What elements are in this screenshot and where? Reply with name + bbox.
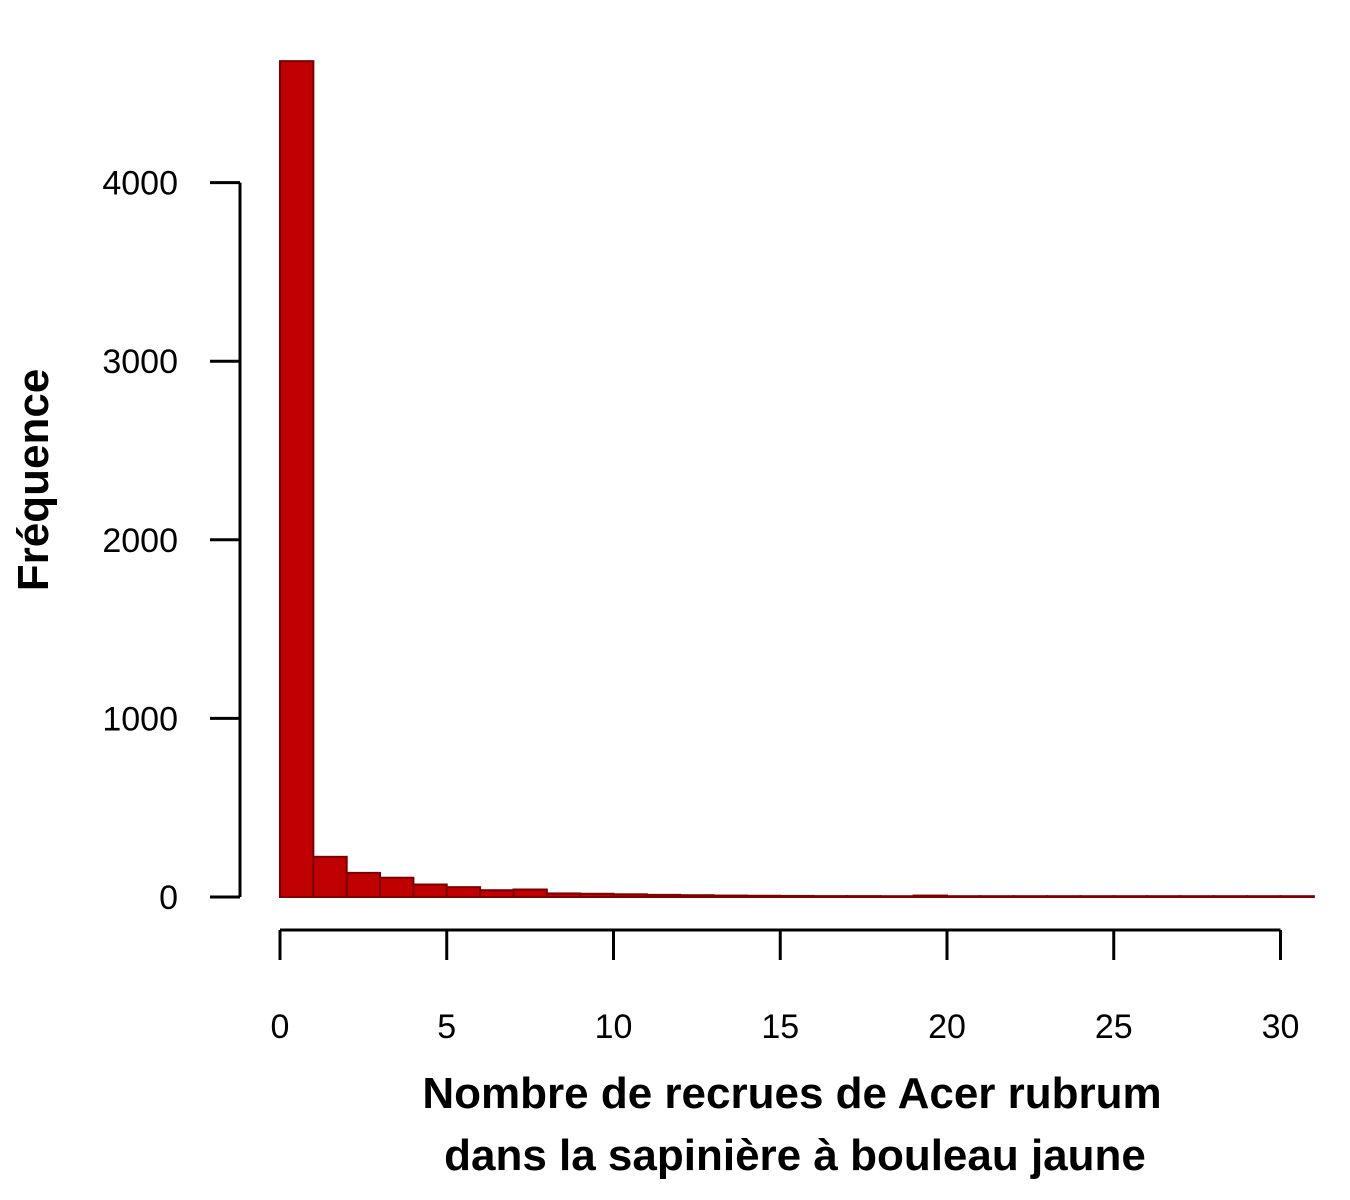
histogram-bar <box>612 893 648 899</box>
histogram-bar <box>979 895 1015 899</box>
x-tick-label: 20 <box>928 1008 966 1046</box>
histogram-bar <box>412 883 448 898</box>
axis-titles: Fréquence Nombre de recrues de Acer rubr… <box>9 369 1162 1180</box>
histogram-bar <box>812 895 848 898</box>
histogram-bar <box>1046 895 1082 899</box>
histogram-bar <box>845 895 882 898</box>
histogram-bar <box>745 894 782 898</box>
x-tick-label: 0 <box>271 1008 290 1046</box>
histogram-bar <box>712 894 748 899</box>
histogram-bar <box>1246 895 1282 899</box>
y-tick-label: 0 <box>159 879 178 917</box>
histogram-bar <box>879 895 915 899</box>
x-tick-label: 10 <box>595 1008 633 1046</box>
histogram-bar <box>545 892 582 898</box>
y-axis-title: Fréquence <box>9 369 58 592</box>
histogram-bar <box>279 60 315 898</box>
histogram-bar <box>312 855 348 899</box>
bars-layer <box>279 60 1315 899</box>
y-axis: 0 1000 2000 3000 4000 <box>102 165 242 917</box>
x-tick-label: 30 <box>1262 1008 1300 1046</box>
x-tick-label: 25 <box>1095 1008 1133 1046</box>
x-axis-title-line-2: dans la sapinière à bouleau jaune <box>444 1131 1146 1180</box>
y-tick-label: 4000 <box>102 165 178 203</box>
x-tick-label: 15 <box>761 1008 799 1046</box>
x-axis: 0 5 10 15 20 25 30 <box>271 928 1300 1046</box>
x-tick-label: 5 <box>437 1008 456 1046</box>
histogram-bar <box>1112 895 1149 899</box>
histogram-bar <box>946 895 982 899</box>
histogram-bar <box>1279 895 1315 899</box>
histogram-bar <box>379 876 415 899</box>
histogram-bar <box>912 894 949 899</box>
y-tick-label: 2000 <box>102 522 178 560</box>
histogram-bar <box>445 886 482 898</box>
histogram-bar <box>779 894 815 898</box>
y-tick-label: 1000 <box>102 700 178 738</box>
histogram-bar <box>579 892 615 898</box>
histogram-bar <box>479 889 515 899</box>
histogram-bar <box>645 893 682 898</box>
histogram-bar <box>1146 895 1182 899</box>
y-tick-label: 3000 <box>102 343 178 381</box>
histogram-bar <box>512 888 548 898</box>
histogram-bar <box>1012 895 1049 899</box>
histogram-bar <box>679 894 715 899</box>
histogram-bar <box>345 871 382 899</box>
x-axis-title-line-1: Nombre de recrues de Acer rubrum <box>422 1069 1161 1118</box>
histogram-bar <box>1179 895 1215 899</box>
histogram-bar <box>1212 895 1249 899</box>
histogram-bar <box>1079 895 1115 899</box>
